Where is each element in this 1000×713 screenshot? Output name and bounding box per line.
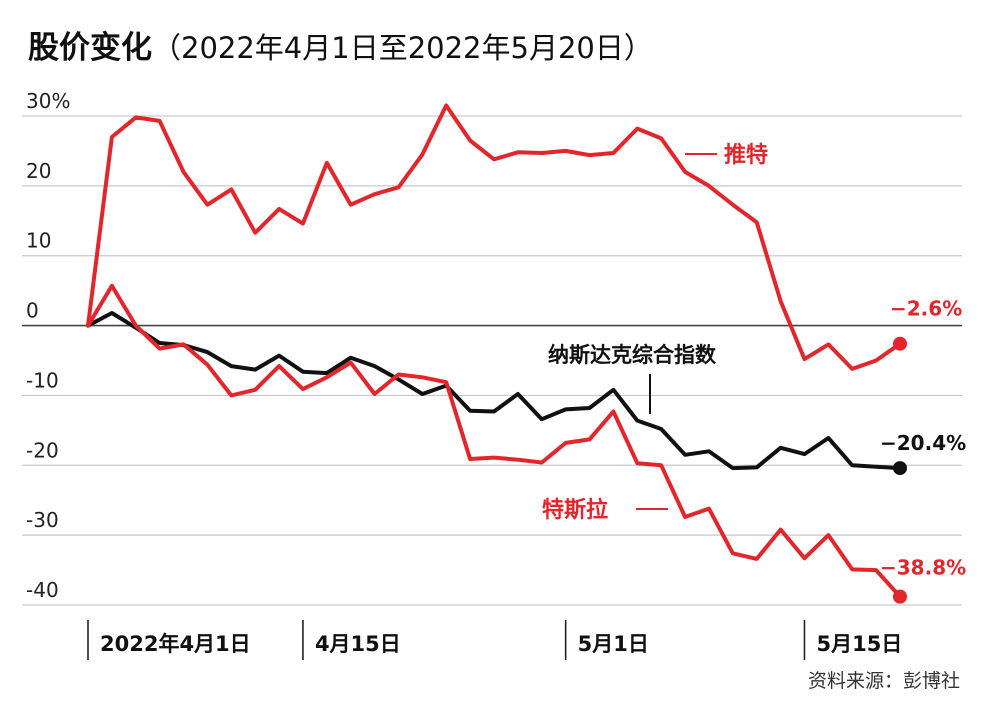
series-name-label: 纳斯达克综合指数 (548, 343, 717, 367)
end-value-label: −38.8% (880, 556, 966, 580)
series-line (86, 283, 902, 599)
end-value-label: −20.4% (880, 431, 966, 455)
x-tick-label: 5月1日 (578, 632, 649, 656)
series-line (86, 311, 902, 471)
end-marker (893, 461, 907, 476)
end-value-label: −2.6% (890, 297, 962, 321)
y-tick-label: 10 (26, 229, 51, 253)
y-tick-label: 20 (26, 159, 51, 183)
x-tick-label: 4月15日 (315, 632, 401, 656)
source-note: 资料来源：彭博社 (807, 670, 960, 692)
title-subtitle: （2022年4月1日至2022年5月20日） (152, 31, 653, 65)
y-tick-label: -20 (26, 438, 59, 462)
y-tick-label: -30 (26, 508, 59, 532)
y-tick-label: 0 (26, 299, 39, 323)
title-main: 股价变化 (28, 30, 152, 66)
x-tick-label: 5月15日 (816, 632, 902, 656)
y-tick-label: -40 (26, 578, 59, 602)
series-line (86, 103, 902, 371)
series-name-label: 推特 (724, 142, 768, 168)
series-name-label: 特斯拉 (542, 497, 608, 523)
chart-title: 股价变化（2022年4月1日至2022年5月20日） (28, 22, 653, 67)
y-tick-label: -10 (26, 368, 59, 392)
y-tick-label: 30% (26, 89, 70, 113)
end-marker (893, 336, 907, 351)
end-marker (893, 589, 907, 604)
x-tick-label: 2022年4月1日 (100, 632, 251, 656)
